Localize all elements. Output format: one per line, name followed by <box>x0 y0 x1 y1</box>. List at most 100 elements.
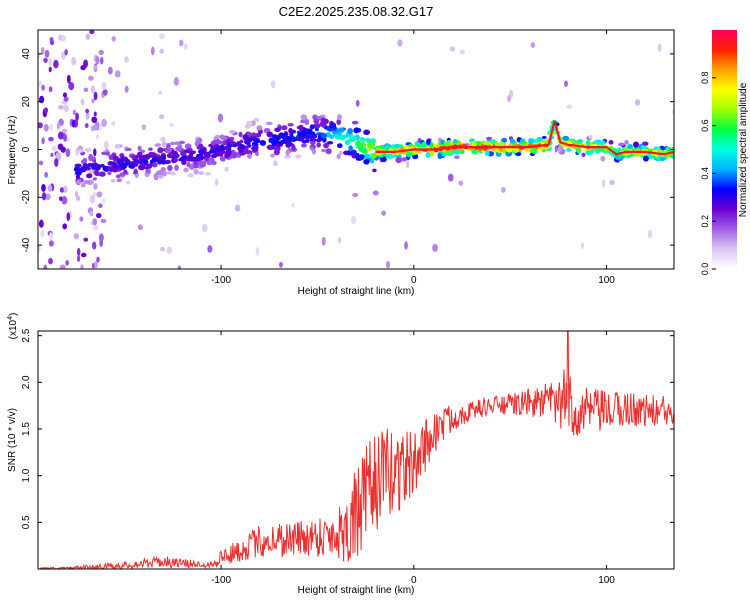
spectrogram-noise-blob <box>76 247 81 257</box>
spectrogram-noise-blob <box>338 151 343 156</box>
spectrogram-ridge-blob <box>253 117 260 123</box>
spectrogram-ridge-blob <box>116 158 124 166</box>
spectrogram-y-tick-label: -40 <box>21 237 32 252</box>
spectrogram-ridge-blob <box>86 173 93 179</box>
spectrogram-ridge-blob <box>336 143 343 149</box>
spectrogram-noise-blob <box>100 218 107 224</box>
spectrogram-noise-blob <box>38 122 43 129</box>
spectrogram-noise-blob <box>48 257 53 265</box>
spectrogram-noise-blob <box>634 99 641 106</box>
spectrogram-noise-blob <box>564 80 568 87</box>
spectrogram-ridge-blob <box>320 132 328 139</box>
spectrogram-noise-blob <box>501 187 506 193</box>
spectrogram-x-tick-label: 0 <box>411 275 417 286</box>
spectrogram-noise-blob <box>62 223 68 230</box>
spectrogram-ridge-blob <box>454 149 460 155</box>
spectrogram-ridge-blob <box>595 148 600 153</box>
colorbar-tick-label: 0.4 <box>700 167 710 180</box>
spectrogram-ridge-blob <box>336 114 343 120</box>
spectrogram-noise-blob <box>51 145 57 152</box>
spectrogram-ridge-blob <box>329 122 334 129</box>
spectrogram-noise-blob <box>43 264 48 269</box>
spectrogram-ridge-blob <box>323 142 329 149</box>
spectrogram-ridge-blob <box>300 119 306 124</box>
snr-y-tick-label: 1.5 <box>21 422 32 436</box>
snr-y-scale-close: ) <box>8 313 19 316</box>
spectrogram-ridge-blob <box>541 135 547 140</box>
spectrogram-noise-blob <box>83 237 89 242</box>
spectrogram-noise-blob <box>566 104 573 110</box>
spectrogram-ridge-blob <box>572 140 579 145</box>
spectrogram-noise-blob <box>47 184 53 192</box>
spectrogram-ridge-blob <box>313 118 320 125</box>
snr-y-label: SNR (10 * v/v) <box>7 408 18 472</box>
spectrogram-ridge-blob <box>115 174 121 179</box>
spectrogram-noise-blob <box>173 76 180 86</box>
spectrogram-ridge-blob <box>598 140 606 145</box>
spectrogram-ridge-blob <box>452 139 458 143</box>
spectrogram-ridge-blob <box>77 149 84 153</box>
spectrogram-x-label: Height of straight line (km) <box>298 286 415 297</box>
spectrogram-ridge-blob <box>137 151 143 159</box>
spectrogram-ridge-blob <box>300 114 308 121</box>
spectrogram-noise-blob <box>459 49 465 55</box>
spectrogram-ridge-blob <box>140 162 146 168</box>
spectrogram-noise-blob <box>63 185 68 194</box>
spectrogram-ridge-blob <box>626 148 633 152</box>
snr-plot-area <box>38 331 674 569</box>
spectrogram-ridge-blob <box>92 177 97 181</box>
spectrogram-ridge-blob <box>295 154 302 159</box>
spectrogram-ridge-blob <box>326 140 334 145</box>
spectrogram-ridge-blob <box>304 118 310 126</box>
spectrogram-noise-blob <box>58 34 63 41</box>
spectrogram-noise-blob <box>43 123 49 132</box>
spectrogram-noise-blob <box>83 87 89 92</box>
spectrogram-ridge-blob <box>329 134 335 140</box>
spectrogram-noise-blob <box>91 116 98 124</box>
spectrogram-ridge-blob <box>274 139 280 145</box>
spectrogram-ridge-blob <box>102 165 110 172</box>
spectrogram-noise-blob <box>397 39 403 47</box>
spectrogram-ridge-blob <box>588 135 593 139</box>
snr-y-tick-label: 2.0 <box>21 375 32 389</box>
spectrogram-ridge-blob <box>370 159 375 164</box>
spectrogram-ridge-blob <box>265 121 273 126</box>
snr-y-ticks: 0.5 1.0 1.5 2.0 2.5 <box>21 328 674 529</box>
spectrogram-ridge-blob <box>425 152 431 158</box>
spectrogram-noise-blob <box>447 173 454 182</box>
spectrogram-ridge-blob <box>370 152 377 159</box>
spectrogram-ridge-blob <box>659 156 666 162</box>
spectrogram-ridge-blob <box>161 170 168 177</box>
spectrogram-ridge-blob <box>575 146 582 152</box>
spectrogram-noise-blob <box>169 122 175 127</box>
spectrogram-noise-blob <box>74 190 79 198</box>
spectrogram-ridge-blob <box>247 153 252 159</box>
spectrogram-ridge-core <box>375 120 674 156</box>
spectrogram-noise-blob <box>40 230 45 238</box>
spectrogram-noise-blob <box>107 66 113 75</box>
spectrogram-ridge-blob <box>405 152 413 157</box>
spectrogram-ridge-blob <box>165 160 170 164</box>
spectrogram-ridge-blob <box>157 147 164 154</box>
spectrogram-ridge-blob <box>285 149 290 156</box>
spectrogram-noise-blob <box>159 33 166 40</box>
spectrogram-ridge-blob <box>309 146 314 151</box>
colorbar-tick-label: 0.0 <box>700 263 710 276</box>
spectrogram-ridge-blob <box>250 146 258 151</box>
spectrogram-y-tick-label: 0 <box>21 146 32 152</box>
spectrogram-noise-blob <box>381 210 387 216</box>
spectrogram-noise-blob <box>89 210 94 217</box>
spectrogram-noise-blob <box>44 49 50 58</box>
spectrogram-ridge-blob <box>229 129 236 134</box>
spectrogram-ridge-blob <box>471 142 478 147</box>
spectrogram-noise-blob <box>166 246 173 255</box>
spectrogram-noise-blob <box>93 183 98 190</box>
spectrogram-ridge-blob <box>83 180 91 184</box>
spectrogram-noise-blob <box>234 204 241 212</box>
spectrogram-ridge-blob <box>186 155 192 160</box>
spectrogram-noise-blob <box>291 202 295 208</box>
spectrogram-ridge-blob <box>113 155 118 161</box>
spectrogram-noise-blob <box>93 111 97 117</box>
spectrogram-noise-blob <box>279 261 283 268</box>
spectrogram-noise-blob <box>48 86 53 93</box>
